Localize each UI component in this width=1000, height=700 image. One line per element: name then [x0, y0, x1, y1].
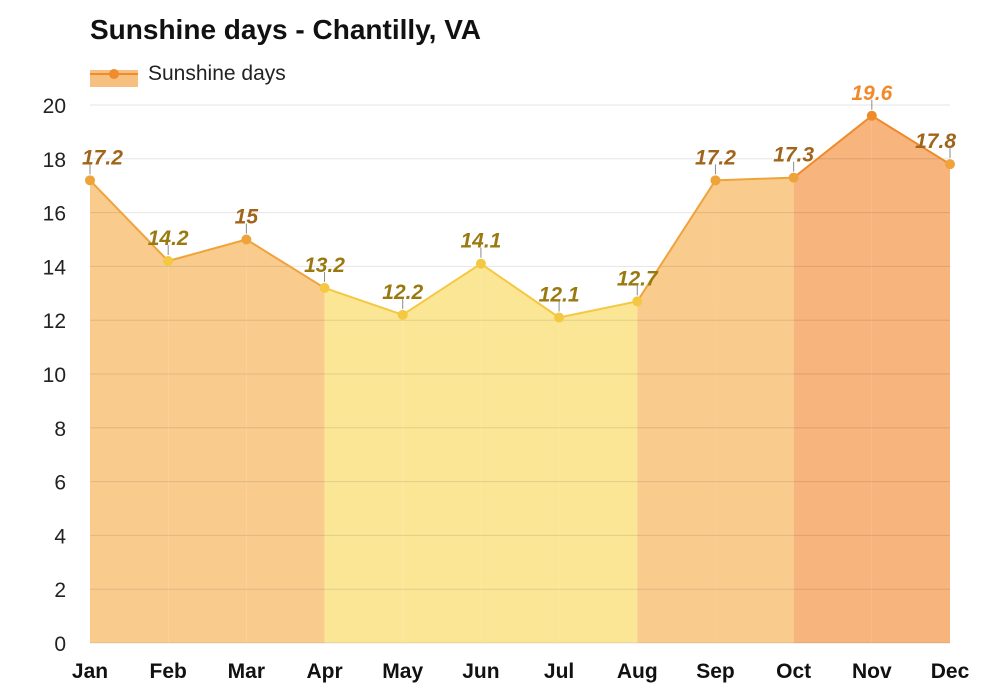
legend-swatch-icon — [90, 61, 138, 87]
y-tick-label: 12 — [43, 310, 66, 333]
y-tick-label: 8 — [54, 418, 66, 441]
y-tick-label: 20 — [43, 95, 66, 118]
area-segment — [402, 263, 481, 643]
x-tick-label: May — [382, 660, 423, 683]
data-label: 13.2 — [304, 254, 345, 277]
x-tick-label: Mar — [228, 660, 265, 683]
data-label: 19.6 — [851, 82, 892, 105]
data-label: 17.2 — [82, 146, 123, 169]
area-segment — [168, 239, 247, 643]
area-segment — [324, 287, 403, 643]
y-tick-label: 4 — [54, 525, 66, 548]
x-tick-label: Dec — [931, 660, 970, 683]
data-point — [319, 282, 330, 293]
series-line — [245, 238, 326, 289]
x-tick-label: Nov — [852, 660, 892, 683]
x-tick-label: Jun — [462, 660, 499, 683]
data-label: 12.2 — [382, 281, 423, 304]
data-label: 17.3 — [773, 144, 814, 167]
area-segment — [480, 263, 560, 643]
chart-title: Sunshine days - Chantilly, VA — [90, 14, 482, 45]
series-line — [89, 179, 169, 262]
data-label: 17.8 — [915, 130, 956, 153]
series-line — [793, 114, 873, 179]
data-point — [241, 234, 252, 245]
x-tick-label: Apr — [306, 660, 342, 683]
x-tick-label: Sep — [696, 660, 735, 683]
data-label: 12.1 — [539, 284, 580, 307]
legend[interactable]: Sunshine days — [90, 60, 286, 88]
series-line — [558, 300, 638, 319]
data-label: 15 — [235, 206, 259, 229]
area-segment — [871, 115, 950, 643]
x-tick-label: Feb — [150, 660, 187, 683]
x-tick-label: Jul — [544, 660, 574, 683]
area-segment — [715, 177, 794, 643]
y-tick-label: 16 — [43, 203, 66, 226]
data-point — [632, 296, 643, 307]
series-line — [480, 262, 560, 319]
x-tick-label: Jan — [72, 660, 108, 683]
area-segment — [637, 180, 716, 643]
series-line — [324, 286, 404, 316]
data-point — [945, 159, 955, 170]
x-tick-label: Oct — [776, 660, 811, 683]
data-label: 12.7 — [617, 267, 659, 290]
series-line — [167, 238, 247, 262]
area-segment — [793, 115, 872, 643]
data-point — [85, 175, 95, 186]
series-line — [715, 176, 794, 182]
data-point — [866, 110, 877, 121]
area-segment — [90, 180, 169, 643]
data-point — [397, 309, 408, 320]
data-label: 14.2 — [148, 227, 189, 250]
data-point — [710, 175, 721, 186]
y-tick-label: 18 — [43, 149, 66, 172]
series-line — [636, 179, 717, 302]
y-tick-label: 10 — [43, 364, 66, 387]
y-tick-label: 0 — [54, 633, 66, 656]
data-point — [554, 312, 565, 323]
x-tick-label: Aug — [617, 660, 658, 683]
series-line — [871, 114, 951, 166]
area-segment — [246, 239, 325, 643]
area-segment — [559, 301, 638, 643]
legend-label: Sunshine days — [148, 62, 286, 85]
y-tick-label: 6 — [54, 472, 66, 495]
data-point — [163, 256, 174, 267]
data-point — [475, 258, 486, 269]
data-point — [788, 172, 799, 183]
y-tick-label: 2 — [54, 579, 66, 602]
data-label: 14.1 — [460, 230, 501, 253]
y-tick-label: 14 — [43, 256, 67, 279]
series-line — [402, 262, 482, 316]
data-label: 17.2 — [695, 146, 736, 169]
